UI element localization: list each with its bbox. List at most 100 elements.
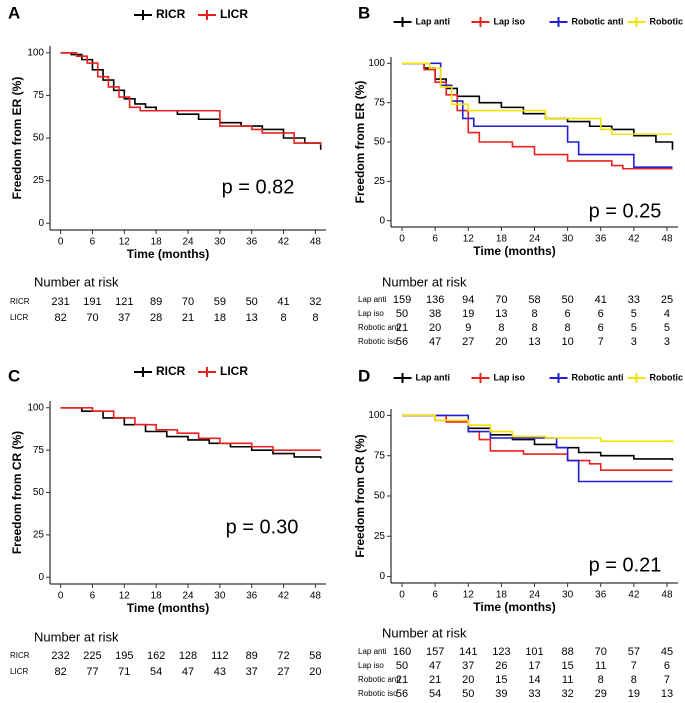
y-tick-label: 75 [374, 97, 386, 108]
risk-count: 6 [664, 660, 670, 672]
risk-count: 45 [661, 646, 673, 658]
x-tick-label: 24 [529, 590, 541, 601]
survival-curve [60, 406, 321, 451]
risk-row-name: Robotic anti [358, 675, 400, 684]
risk-count: 27 [277, 666, 289, 678]
y-axis-title: Freedom from ER (%) [10, 77, 24, 200]
y-tick-label: 0 [38, 572, 44, 583]
y-tick-label: 100 [27, 402, 44, 413]
risk-count: 232 [51, 650, 69, 662]
risk-count: 8 [498, 322, 504, 334]
x-tick-label: 6 [90, 591, 96, 602]
risk-count: 13 [661, 688, 673, 700]
risk-count: 225 [83, 650, 101, 662]
risk-count: 18 [214, 312, 226, 324]
risk-count: 33 [628, 294, 640, 306]
risk-count: 50 [462, 688, 474, 700]
x-tick-label: 30 [562, 234, 574, 245]
y-tick-label: 25 [33, 530, 45, 541]
y-tick-label: 25 [33, 175, 45, 186]
x-tick-label: 36 [595, 590, 607, 601]
legend-label: Lap iso [494, 372, 526, 382]
risk-count: 70 [495, 294, 507, 306]
risk-row-name: RICR [10, 297, 30, 306]
risk-row-name: Robotic anti [358, 323, 400, 332]
y-tick-label: 100 [368, 410, 385, 421]
risk-count: 231 [51, 296, 69, 308]
panel-label: A [8, 3, 20, 22]
y-tick-label: 50 [374, 137, 386, 148]
panel-label: B [358, 3, 370, 22]
x-tick-label: 0 [399, 590, 405, 601]
risk-table-title: Number at risk [34, 629, 119, 644]
y-tick-label: 100 [368, 58, 385, 69]
x-tick-label: 48 [661, 590, 673, 601]
risk-count: 33 [528, 688, 540, 700]
y-tick-label: 75 [374, 450, 386, 461]
y-tick-label: 0 [379, 215, 385, 226]
x-tick-label: 6 [432, 234, 438, 245]
x-tick-label: 48 [310, 237, 322, 248]
x-tick-label: 6 [432, 590, 438, 601]
risk-count: 162 [147, 650, 165, 662]
risk-count: 77 [86, 666, 98, 678]
risk-count: 20 [309, 666, 321, 678]
legend-label: RICR [156, 364, 186, 378]
risk-count: 21 [182, 312, 194, 324]
x-tick-label: 12 [463, 234, 475, 245]
risk-count: 21 [429, 674, 441, 686]
x-axis-title: Time (months) [473, 600, 555, 614]
risk-count: 11 [595, 660, 606, 672]
x-tick-label: 12 [119, 591, 131, 602]
legend-label: Robotic anti [572, 16, 624, 26]
risk-row-name: Lap iso [358, 309, 384, 318]
x-tick-label: 0 [58, 237, 64, 248]
risk-row-name: Robotic iso [358, 337, 398, 346]
legend-label: Lap iso [494, 16, 526, 26]
risk-count: 8 [312, 312, 318, 324]
survival-curve [60, 52, 322, 150]
risk-count: 8 [598, 674, 604, 686]
risk-count: 89 [246, 650, 258, 662]
x-tick-label: 18 [496, 234, 508, 245]
x-tick-label: 42 [628, 234, 640, 245]
x-tick-label: 12 [463, 590, 475, 601]
risk-count: 5 [631, 308, 637, 320]
risk-count: 71 [118, 666, 130, 678]
y-tick-label: 75 [33, 445, 45, 456]
x-tick-label: 48 [661, 234, 673, 245]
risk-count: 6 [565, 308, 571, 320]
y-tick-label: 0 [379, 571, 385, 582]
risk-count: 20 [495, 336, 507, 348]
x-tick-label: 36 [595, 234, 607, 245]
legend-label: LICR [220, 7, 248, 21]
y-tick-label: 25 [374, 176, 386, 187]
risk-count: 6 [598, 308, 604, 320]
p-value: p = 0.30 [226, 516, 299, 538]
risk-count: 37 [118, 312, 130, 324]
risk-count: 5 [664, 322, 670, 334]
risk-count: 82 [54, 312, 66, 324]
y-axis-title: Freedom from CR (%) [353, 434, 367, 557]
legend-label: RICR [156, 7, 186, 21]
y-axis-title: Freedom from ER (%) [353, 81, 367, 204]
x-axis-title: Time (months) [473, 244, 555, 258]
risk-count: 8 [565, 322, 571, 334]
survival-curve [402, 414, 673, 483]
risk-count: 50 [246, 296, 258, 308]
risk-count: 28 [150, 312, 162, 324]
x-tick-label: 6 [90, 237, 96, 248]
risk-count: 25 [661, 294, 673, 306]
risk-count: 70 [86, 312, 98, 324]
y-tick-label: 75 [33, 90, 45, 101]
risk-count: 3 [631, 336, 637, 348]
risk-count: 94 [462, 294, 474, 306]
x-tick-label: 42 [278, 591, 290, 602]
risk-count: 50 [396, 308, 408, 320]
risk-count: 47 [429, 336, 441, 348]
x-tick-label: 18 [151, 591, 163, 602]
risk-count: 41 [277, 296, 289, 308]
risk-count: 89 [150, 296, 162, 308]
risk-row-name: RICR [10, 651, 30, 660]
risk-count: 136 [426, 294, 444, 306]
